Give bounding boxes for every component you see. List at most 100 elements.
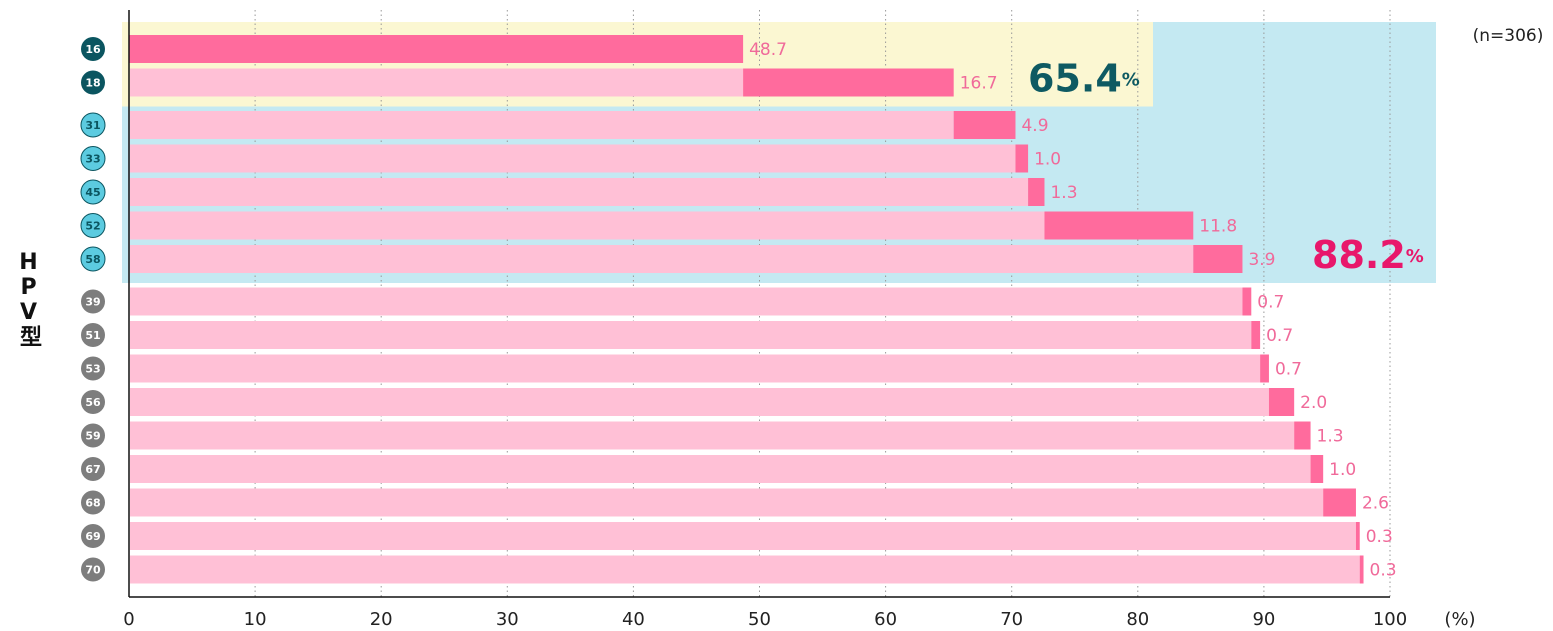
value-label: 2.6 — [1362, 494, 1389, 514]
value-label: 2.0 — [1300, 393, 1327, 413]
type-marker — [81, 323, 105, 347]
segment-bar — [1251, 321, 1261, 349]
type-marker — [81, 37, 105, 61]
value-label: 11.8 — [1199, 217, 1237, 237]
segment-bar — [1310, 455, 1324, 483]
y-tick-label: 16 — [85, 43, 101, 56]
x-unit: (%) — [1444, 609, 1475, 630]
total-unit: % — [1406, 246, 1424, 267]
type-marker — [81, 423, 105, 448]
segment-bar — [1193, 245, 1243, 273]
base-bar — [130, 522, 1356, 550]
segment-bar — [743, 68, 954, 97]
segment-bar — [1355, 522, 1360, 550]
value-label: 0.7 — [1266, 326, 1293, 346]
base-bar — [130, 421, 1295, 450]
segment-bar — [953, 111, 1016, 139]
y-tick-label: 18 — [85, 77, 100, 90]
y-tick-label: 45 — [85, 186, 100, 199]
value-label: 3.9 — [1248, 250, 1275, 270]
base-bar — [130, 354, 1261, 383]
y-tick-label: 52 — [85, 220, 100, 233]
x-tick-label: 70 — [1000, 609, 1023, 630]
value-label: 16.7 — [960, 74, 998, 94]
x-tick-label: 10 — [244, 609, 267, 630]
y-tick-label: 56 — [85, 396, 101, 409]
segment-bar — [129, 35, 744, 63]
y-tick-label: 69 — [85, 530, 100, 543]
segment-bar — [1028, 178, 1045, 206]
x-tick-label: 0 — [123, 609, 134, 630]
x-tick-label: 80 — [1126, 609, 1149, 630]
y-tick-label: 59 — [85, 430, 100, 443]
segment-bar — [1268, 388, 1295, 416]
y-tick-label: 39 — [85, 296, 100, 309]
type-marker — [80, 246, 106, 272]
base-bar — [130, 245, 1194, 273]
type-marker — [81, 356, 105, 381]
value-label: 4.9 — [1021, 116, 1048, 136]
base-bar — [130, 555, 1360, 584]
base-bar — [130, 388, 1269, 416]
segment-bar — [1015, 144, 1029, 173]
type-marker — [80, 146, 106, 171]
base-bar — [130, 455, 1311, 483]
type-marker — [81, 524, 105, 548]
x-tick-label: 60 — [874, 609, 897, 630]
base-bar — [130, 211, 1045, 240]
base-bar — [130, 111, 954, 139]
x-tick-label: 100 — [1373, 609, 1407, 630]
y-tick-label: 53 — [85, 363, 100, 376]
type-marker — [80, 213, 106, 238]
y-tick-label: 31 — [85, 119, 100, 132]
x-tick-label: 20 — [370, 609, 393, 630]
base-bar — [130, 287, 1243, 316]
base-bar — [130, 321, 1252, 349]
value-label: 0.3 — [1370, 561, 1397, 581]
type-marker — [80, 179, 106, 205]
group-total: 88.2% — [1312, 233, 1424, 277]
x-tick-label: 40 — [622, 609, 645, 630]
segment-bar — [1294, 421, 1311, 450]
value-label: 1.3 — [1050, 183, 1077, 203]
y-tick-label: 51 — [85, 329, 100, 342]
value-label: 1.0 — [1329, 460, 1356, 480]
segment-bar — [1359, 555, 1364, 584]
y-axis-label: HPV型 — [16, 250, 41, 347]
base-bar — [130, 178, 1029, 206]
type-marker — [81, 490, 105, 515]
value-label: 1.3 — [1317, 427, 1344, 447]
type-marker — [81, 457, 105, 481]
segment-bar — [1242, 287, 1252, 316]
y-tick-label: 58 — [85, 253, 100, 266]
group-total: 65.4% — [1028, 56, 1140, 100]
type-marker — [81, 70, 105, 95]
note: (n=306) — [1473, 26, 1544, 46]
base-bar — [130, 144, 1016, 173]
base-bar — [130, 68, 744, 97]
value-label: 0.7 — [1275, 360, 1302, 380]
segment-bar — [1260, 354, 1269, 383]
value-label: 1.0 — [1034, 150, 1061, 170]
x-tick-label: 90 — [1252, 609, 1275, 630]
type-marker — [80, 112, 106, 138]
value-label: 0.3 — [1366, 527, 1393, 547]
value-label: 48.7 — [749, 40, 787, 60]
y-tick-label: 67 — [85, 463, 100, 476]
x-tick-label: 30 — [496, 609, 519, 630]
segment-bar — [1323, 488, 1356, 517]
total-value: 88.2 — [1312, 233, 1406, 277]
segment-bar — [1044, 211, 1194, 240]
type-marker — [81, 289, 105, 314]
type-marker — [81, 390, 105, 414]
x-tick-label: 50 — [748, 609, 771, 630]
total-unit: % — [1122, 70, 1140, 91]
y-tick-label: 33 — [85, 153, 100, 166]
value-label: 0.7 — [1257, 293, 1284, 313]
y-tick-label: 70 — [85, 564, 101, 577]
y-tick-label: 68 — [85, 497, 100, 510]
type-marker — [81, 557, 105, 582]
total-value: 65.4 — [1028, 56, 1122, 100]
base-bar — [130, 488, 1324, 517]
